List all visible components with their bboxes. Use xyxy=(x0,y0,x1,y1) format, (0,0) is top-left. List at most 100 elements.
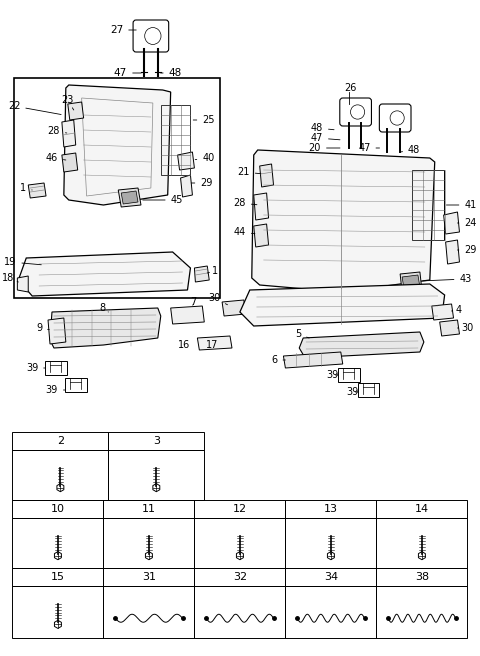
Bar xyxy=(194,568,286,586)
Polygon shape xyxy=(50,308,161,348)
Text: 45: 45 xyxy=(143,195,183,205)
Text: 40: 40 xyxy=(195,153,215,163)
Text: 27: 27 xyxy=(110,25,136,35)
Text: 13: 13 xyxy=(324,504,338,514)
Bar xyxy=(376,518,468,568)
Bar xyxy=(12,518,103,568)
Polygon shape xyxy=(197,336,232,350)
Text: 26: 26 xyxy=(345,83,357,93)
Polygon shape xyxy=(240,284,444,326)
Text: 48: 48 xyxy=(311,123,334,133)
Polygon shape xyxy=(48,318,66,344)
Text: 39: 39 xyxy=(26,363,45,373)
Text: 18: 18 xyxy=(2,273,18,283)
Text: 11: 11 xyxy=(142,504,156,514)
Polygon shape xyxy=(254,224,269,247)
Bar xyxy=(194,518,286,568)
Text: 1: 1 xyxy=(207,266,218,276)
Text: 10: 10 xyxy=(51,504,65,514)
Text: 43: 43 xyxy=(423,274,472,284)
Bar xyxy=(108,450,204,500)
Polygon shape xyxy=(62,120,76,147)
Polygon shape xyxy=(64,85,171,205)
Text: 39: 39 xyxy=(46,385,65,395)
Polygon shape xyxy=(17,276,28,292)
Bar xyxy=(194,500,286,518)
Polygon shape xyxy=(171,306,204,324)
Text: 38: 38 xyxy=(415,572,429,582)
Polygon shape xyxy=(444,212,459,234)
Text: 24: 24 xyxy=(457,218,477,228)
Text: 15: 15 xyxy=(51,572,65,582)
Text: 9: 9 xyxy=(36,323,49,333)
Bar xyxy=(12,432,108,450)
Text: 41: 41 xyxy=(446,200,477,210)
Polygon shape xyxy=(283,352,343,368)
Polygon shape xyxy=(222,300,246,316)
Text: 17: 17 xyxy=(206,340,218,350)
Polygon shape xyxy=(260,164,274,187)
Text: 46: 46 xyxy=(46,153,66,163)
Text: 22: 22 xyxy=(8,101,61,115)
Text: 3: 3 xyxy=(153,436,160,446)
Polygon shape xyxy=(299,332,424,358)
Text: 44: 44 xyxy=(234,227,255,237)
Polygon shape xyxy=(445,240,459,264)
Bar xyxy=(103,586,194,638)
Text: 5: 5 xyxy=(295,329,309,339)
Polygon shape xyxy=(432,304,454,320)
Text: 1: 1 xyxy=(20,183,32,193)
Polygon shape xyxy=(68,102,84,120)
Text: 19: 19 xyxy=(4,257,41,267)
Bar xyxy=(108,432,204,450)
Bar xyxy=(103,518,194,568)
Polygon shape xyxy=(121,191,138,204)
Polygon shape xyxy=(178,152,194,170)
Text: 48: 48 xyxy=(161,68,182,78)
Polygon shape xyxy=(254,193,269,220)
Text: 47: 47 xyxy=(114,68,141,78)
Text: 39: 39 xyxy=(326,370,339,380)
Text: 4: 4 xyxy=(452,305,462,315)
Bar xyxy=(12,500,103,518)
Text: 6: 6 xyxy=(271,355,286,365)
Bar xyxy=(12,568,103,586)
Bar xyxy=(376,568,468,586)
Polygon shape xyxy=(118,188,141,207)
Text: 7: 7 xyxy=(190,297,196,307)
Text: 32: 32 xyxy=(233,572,247,582)
Text: 8: 8 xyxy=(99,303,108,313)
Text: 29: 29 xyxy=(191,178,213,188)
Bar xyxy=(14,78,220,298)
Polygon shape xyxy=(62,153,78,172)
Bar xyxy=(376,586,468,638)
Text: 16: 16 xyxy=(178,340,191,350)
Polygon shape xyxy=(400,272,422,292)
Text: 30: 30 xyxy=(208,293,228,305)
Text: 28: 28 xyxy=(48,126,67,136)
Text: 31: 31 xyxy=(142,572,156,582)
Polygon shape xyxy=(252,150,435,292)
Polygon shape xyxy=(402,275,420,289)
Text: 30: 30 xyxy=(457,323,474,333)
Polygon shape xyxy=(180,175,192,197)
Text: 47: 47 xyxy=(358,143,380,153)
Text: 21: 21 xyxy=(238,167,261,177)
Bar xyxy=(194,586,286,638)
Text: 47: 47 xyxy=(311,133,340,143)
Text: 12: 12 xyxy=(233,504,247,514)
Bar xyxy=(103,568,194,586)
Bar xyxy=(286,518,376,568)
Bar xyxy=(12,586,103,638)
Text: 29: 29 xyxy=(457,245,477,255)
Text: 25: 25 xyxy=(193,115,215,125)
Text: 48: 48 xyxy=(400,145,420,155)
Bar xyxy=(376,500,468,518)
Text: 34: 34 xyxy=(324,572,338,582)
Text: 2: 2 xyxy=(57,436,64,446)
Polygon shape xyxy=(18,252,191,296)
Text: 23: 23 xyxy=(61,95,74,110)
Text: 39: 39 xyxy=(347,387,359,397)
Bar xyxy=(103,500,194,518)
Bar xyxy=(12,450,108,500)
